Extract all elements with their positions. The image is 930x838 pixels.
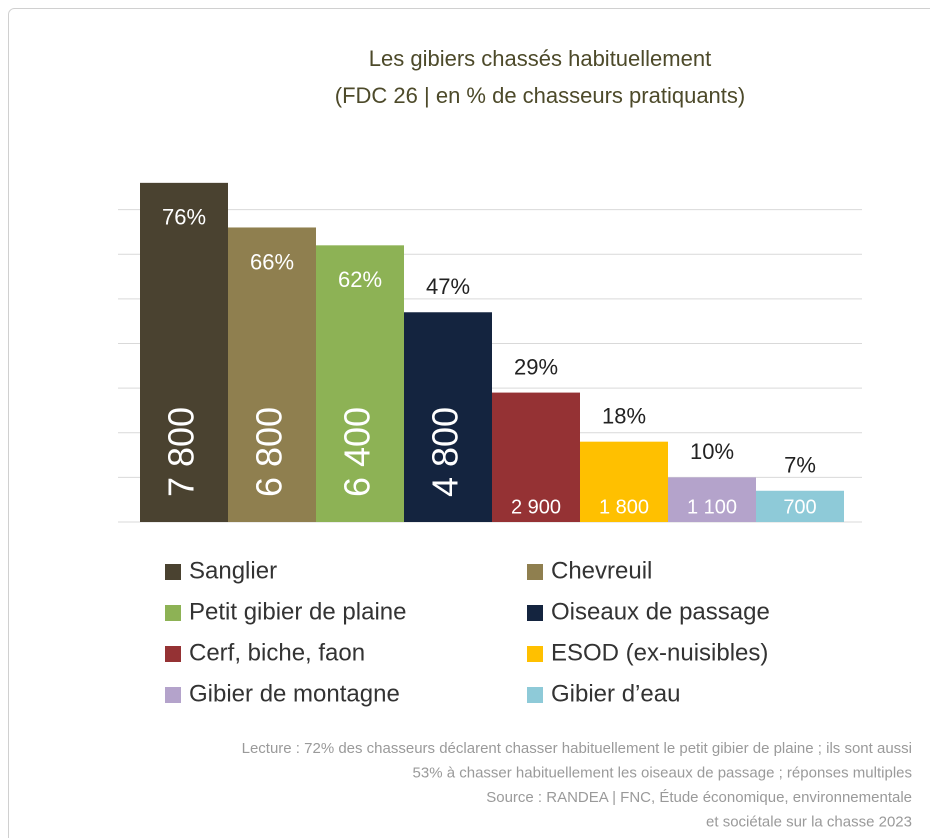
count-label: 2 900 [511,496,561,518]
chart-subtitle: (FDC 26 | en % de chasseurs pratiquants) [335,83,745,108]
value-label: 7% [784,453,816,478]
count-label: 6 400 [337,407,378,497]
count-label: 7 800 [161,407,202,497]
footnote: Source : RANDEA | FNC, Étude économique,… [486,789,912,806]
chart-title: Les gibiers chassés habituellement [369,46,711,71]
footnote: et sociétale sur la chasse 2023 [706,813,912,830]
legend-label: Gibier de montagne [189,680,400,707]
legend-swatch [165,605,181,621]
value-label: 76% [162,205,206,230]
bar [404,312,492,522]
legend-swatch [527,646,543,662]
legend-label: Cerf, biche, faon [189,639,365,666]
count-label: 6 800 [249,407,290,497]
bar [756,490,844,522]
legend-swatch [165,687,181,703]
value-label: 29% [514,354,558,379]
bar [316,245,404,522]
value-label: 47% [426,274,470,299]
count-label: 4 800 [425,407,466,497]
legend-label: Gibier d’eau [551,680,680,707]
footnote: Lecture : 72% des chasseurs déclarent ch… [242,740,912,757]
legend-swatch [165,564,181,580]
count-label: 1 800 [599,496,649,518]
bar [140,182,228,522]
value-label: 62% [338,267,382,292]
legend-label: Sanglier [189,557,277,584]
value-label: 10% [690,439,734,464]
legend-swatch [527,687,543,703]
count-label: 1 100 [687,496,737,518]
legend-swatch [165,646,181,662]
legend-swatch [527,605,543,621]
legend-label: Chevreuil [551,557,652,584]
footnote: 53% à chasser habituellement les oiseaux… [413,764,912,781]
value-label: 66% [250,249,294,274]
legend-swatch [527,564,543,580]
legend-label: Petit gibier de plaine [189,598,406,625]
value-label: 18% [602,403,646,428]
bar [580,441,668,522]
bar [492,392,580,522]
bar [668,477,756,522]
legend-label: ESOD (ex-nuisibles) [551,639,768,666]
count-label: 700 [783,496,816,518]
bar [228,227,316,522]
legend-label: Oiseaux de passage [551,598,770,625]
